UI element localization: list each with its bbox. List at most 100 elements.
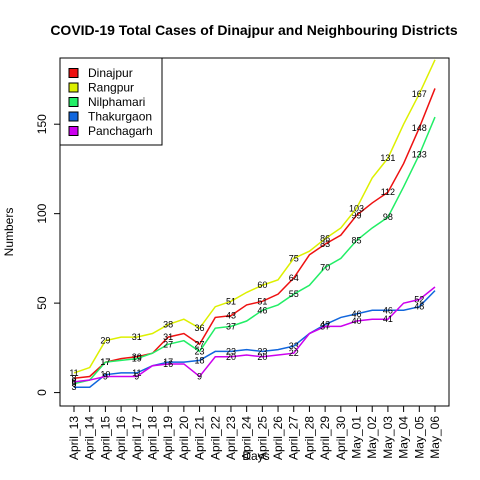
x-tick-label: April_27 [287,416,301,460]
value-label: 3 [71,382,76,392]
x-tick-label: April_28 [302,416,316,460]
value-label: 51 [226,296,236,306]
chart-title: COVID-19 Total Cases of Dinajpur and Nei… [50,22,458,38]
x-tick-label: April_25 [255,416,269,460]
y-tick-label: 150 [35,114,49,134]
value-label: 18 [195,355,205,365]
value-label: 46 [352,309,362,319]
value-label: 20 [132,352,142,362]
x-tick-label: April_29 [318,416,332,460]
x-tick-label: April_22 [208,416,222,460]
x-tick-label: April_13 [67,416,81,460]
value-label: 48 [414,302,424,312]
value-label: 6 [71,377,76,387]
value-label: 46 [383,305,393,315]
legend-label: Thakurgaon [88,110,152,124]
x-tick-label: April_23 [224,416,238,460]
legend-swatch [68,68,79,78]
y-tick-label: 50 [35,296,49,310]
value-label: 103 [349,203,364,213]
value-label: 20 [226,352,236,362]
value-label: 64 [289,273,299,283]
value-label: 112 [381,187,395,197]
value-label: 36 [195,323,205,333]
value-label: 131 [380,153,395,163]
value-label: 16 [163,359,173,369]
value-label: 33 [289,341,299,351]
value-label: 23 [226,346,236,356]
value-label: 9 [103,371,108,381]
value-label: 52 [414,295,424,305]
series-line [74,290,436,388]
value-label: 17 [163,357,173,367]
value-label: 46 [257,305,267,315]
x-tick-label: April_19 [161,416,175,460]
value-label: 19 [132,354,142,364]
value-label: 9 [134,371,139,381]
legend-label: Rangpur [88,81,134,95]
value-label: 27 [163,339,173,349]
value-label: 27 [195,339,205,349]
value-label: 37 [226,321,236,331]
value-label: 17 [100,357,110,367]
value-label: 99 [352,210,362,220]
x-tick-label: April_15 [98,416,112,460]
value-label: 37 [320,321,330,331]
value-label: 9 [197,371,202,381]
legend-label: Panchagarh [88,124,153,138]
value-label: 20 [257,352,267,362]
x-tick-label: May_02 [365,416,379,459]
x-tick-label: April_26 [271,416,285,460]
x-tick-label: April_14 [83,416,97,460]
x-tick-label: May_01 [350,416,364,459]
series-line [73,59,436,374]
series-line [73,116,436,385]
x-tick-label: May_05 [412,416,426,459]
x-tick-label: April_20 [177,416,191,460]
value-label: 31 [163,332,173,342]
value-label: 42 [320,320,330,330]
legend-label: Nilphamari [88,95,145,109]
value-label: 29 [100,336,110,346]
y-tick-label: 0 [35,389,49,396]
legend-swatch [68,111,79,122]
value-label: 85 [352,235,362,245]
series-line [73,88,436,380]
value-label: 148 [412,123,427,133]
value-label: 10 [100,370,110,380]
value-label: 23 [257,346,267,356]
value-label: 55 [289,289,299,299]
value-label: 40 [352,316,362,326]
x-tick-label: April_18 [145,416,159,460]
x-tick-label: April_24 [240,416,254,460]
x-tick-label: April_16 [114,416,128,460]
x-axis-label: Days [242,449,269,463]
x-tick-label: April_30 [334,416,348,460]
value-label: 60 [257,280,267,290]
value-label: 5 [71,379,76,389]
x-tick-label: May_06 [428,416,442,459]
value-label: 23 [195,346,205,356]
value-label: 70 [320,262,330,272]
value-label: 86 [320,234,330,244]
value-label: 83 [320,239,330,249]
series-line [73,286,436,383]
legend-swatch [68,97,79,107]
plot-frame [59,57,450,407]
value-label: 8 [71,373,76,383]
y-tick-label: 100 [35,203,49,223]
value-label: 11 [69,368,78,378]
value-label: 41 [383,314,393,324]
value-label: 43 [226,311,236,321]
legend-label: Dinajpur [88,66,133,80]
value-label: 11 [132,368,141,378]
legend-swatch [68,126,79,136]
value-label: 31 [132,332,142,342]
value-label: 98 [383,212,393,222]
x-tick-label: May_03 [381,416,395,459]
y-axis-label: Numbers [2,208,16,257]
value-label: 51 [257,296,267,306]
value-label: 38 [163,320,173,330]
x-tick-label: April_21 [193,416,207,460]
